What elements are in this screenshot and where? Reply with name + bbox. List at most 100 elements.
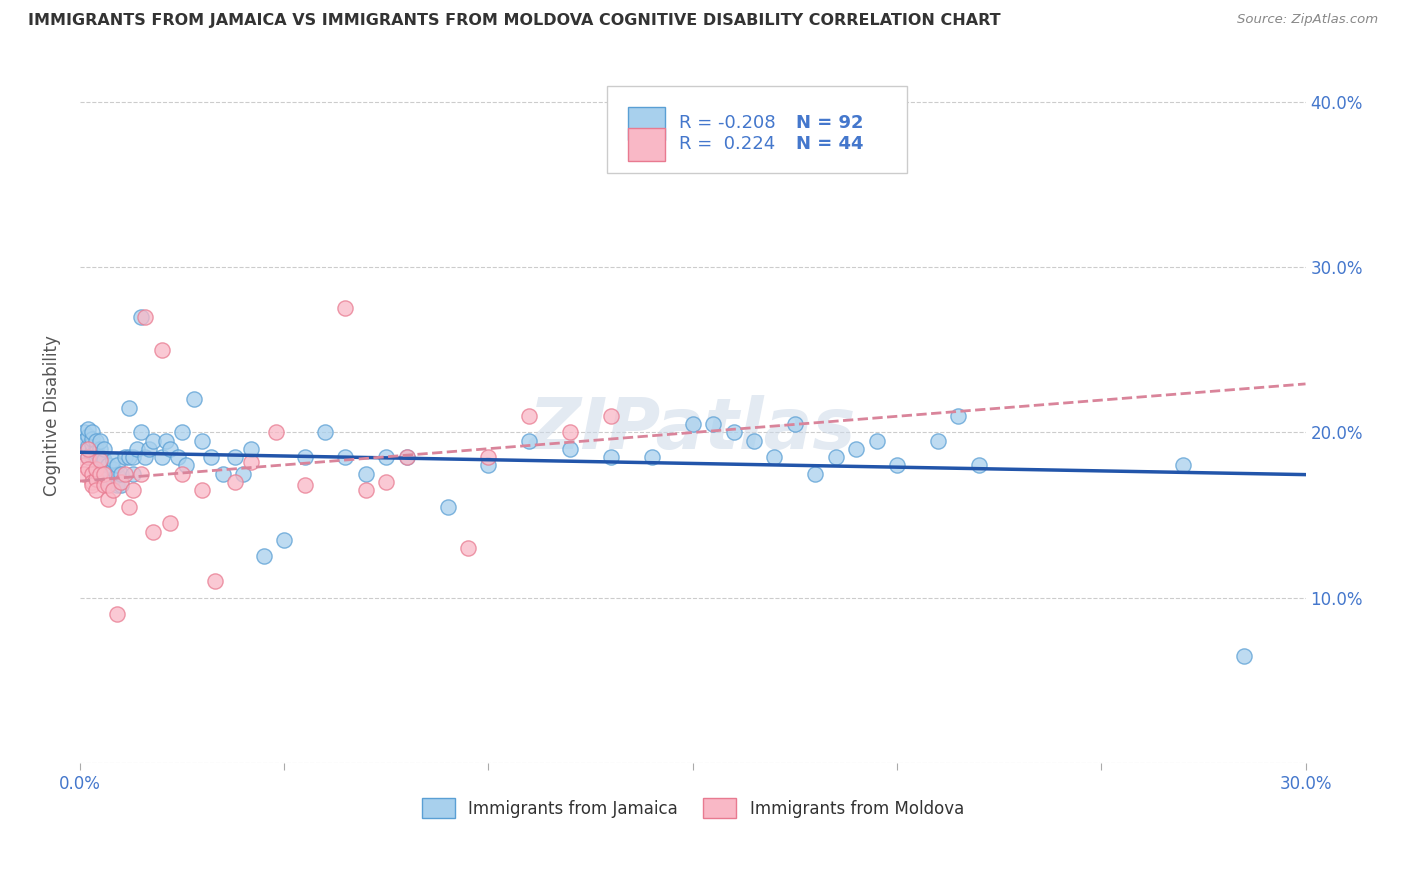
Point (89, 450, 111, 465)
Point (159, 442, 181, 456)
Point (82, 467, 104, 481)
Point (155, 434, 177, 448)
Point (682, 417, 704, 431)
Point (89, 467, 111, 481)
Point (783, 417, 806, 431)
Point (200, 450, 222, 465)
FancyBboxPatch shape (627, 107, 665, 140)
Point (84, 462, 107, 476)
Point (335, 450, 357, 465)
Point (82, 432, 104, 446)
Point (89, 453, 111, 467)
Point (191, 434, 214, 448)
Point (77, 442, 100, 456)
Point (927, 434, 949, 448)
Text: R =  0.224: R = 0.224 (679, 136, 776, 153)
Point (84, 472, 107, 486)
Point (122, 450, 145, 465)
Text: R = -0.208: R = -0.208 (679, 114, 776, 132)
Point (159, 516, 181, 531)
Point (1171, 458, 1194, 473)
Point (93, 470, 115, 484)
Point (82, 478, 104, 492)
Point (142, 434, 165, 448)
Point (118, 500, 141, 514)
Point (84, 445, 107, 459)
Point (97, 458, 120, 473)
Text: N = 92: N = 92 (796, 114, 863, 132)
Point (138, 442, 160, 456)
Point (354, 483, 377, 498)
Point (294, 478, 316, 492)
Point (395, 450, 418, 465)
Point (89, 434, 111, 448)
Point (93, 478, 115, 492)
Point (118, 450, 141, 465)
Point (183, 392, 205, 407)
Point (93, 453, 115, 467)
Point (600, 409, 623, 423)
Point (335, 301, 357, 316)
Legend: Immigrants from Jamaica, Immigrants from Moldova: Immigrants from Jamaica, Immigrants from… (415, 792, 970, 824)
Point (436, 500, 458, 514)
Point (204, 574, 226, 589)
Point (73, 458, 96, 473)
Point (742, 434, 765, 448)
Point (110, 475, 132, 489)
Point (114, 450, 136, 465)
Point (558, 425, 581, 440)
Point (73, 425, 96, 440)
Point (170, 425, 193, 440)
FancyBboxPatch shape (627, 128, 665, 161)
Point (84, 453, 107, 467)
Point (967, 458, 990, 473)
Point (517, 434, 540, 448)
Text: IMMIGRANTS FROM JAMAICA VS IMMIGRANTS FROM MOLDOVA COGNITIVE DISABILITY CORRELAT: IMMIGRANTS FROM JAMAICA VS IMMIGRANTS FR… (28, 13, 1001, 29)
Point (865, 434, 887, 448)
Text: ZIPatlas: ZIPatlas (529, 395, 856, 464)
Point (77, 442, 100, 456)
Point (122, 483, 145, 498)
Point (101, 462, 124, 476)
Point (84, 442, 107, 456)
Point (125, 442, 148, 456)
Point (134, 310, 156, 324)
Point (641, 450, 664, 465)
Point (134, 450, 156, 465)
Point (77, 439, 100, 453)
Point (294, 450, 316, 465)
Text: Source: ZipAtlas.com: Source: ZipAtlas.com (1237, 13, 1378, 27)
Point (395, 450, 418, 465)
Point (224, 475, 246, 489)
Point (600, 450, 623, 465)
Point (77, 422, 100, 436)
Point (167, 450, 190, 465)
Point (97, 491, 120, 506)
Point (84, 462, 107, 476)
Point (77, 462, 100, 476)
Point (73, 434, 96, 448)
Point (886, 458, 908, 473)
Point (89, 450, 111, 465)
Point (97, 475, 120, 489)
Point (354, 467, 377, 481)
Point (763, 450, 786, 465)
Point (129, 310, 152, 324)
Point (122, 467, 145, 481)
Point (558, 442, 581, 456)
Point (375, 475, 398, 489)
Point (77, 450, 100, 465)
Point (314, 425, 336, 440)
Point (101, 453, 124, 467)
Point (264, 425, 287, 440)
Point (170, 467, 193, 481)
Point (110, 478, 132, 492)
Point (174, 458, 197, 473)
Point (517, 409, 540, 423)
Point (477, 450, 499, 465)
Y-axis label: Cognitive Disability: Cognitive Disability (44, 335, 60, 496)
Point (702, 417, 724, 431)
Point (723, 425, 745, 440)
Point (240, 442, 263, 456)
Point (89, 442, 111, 456)
